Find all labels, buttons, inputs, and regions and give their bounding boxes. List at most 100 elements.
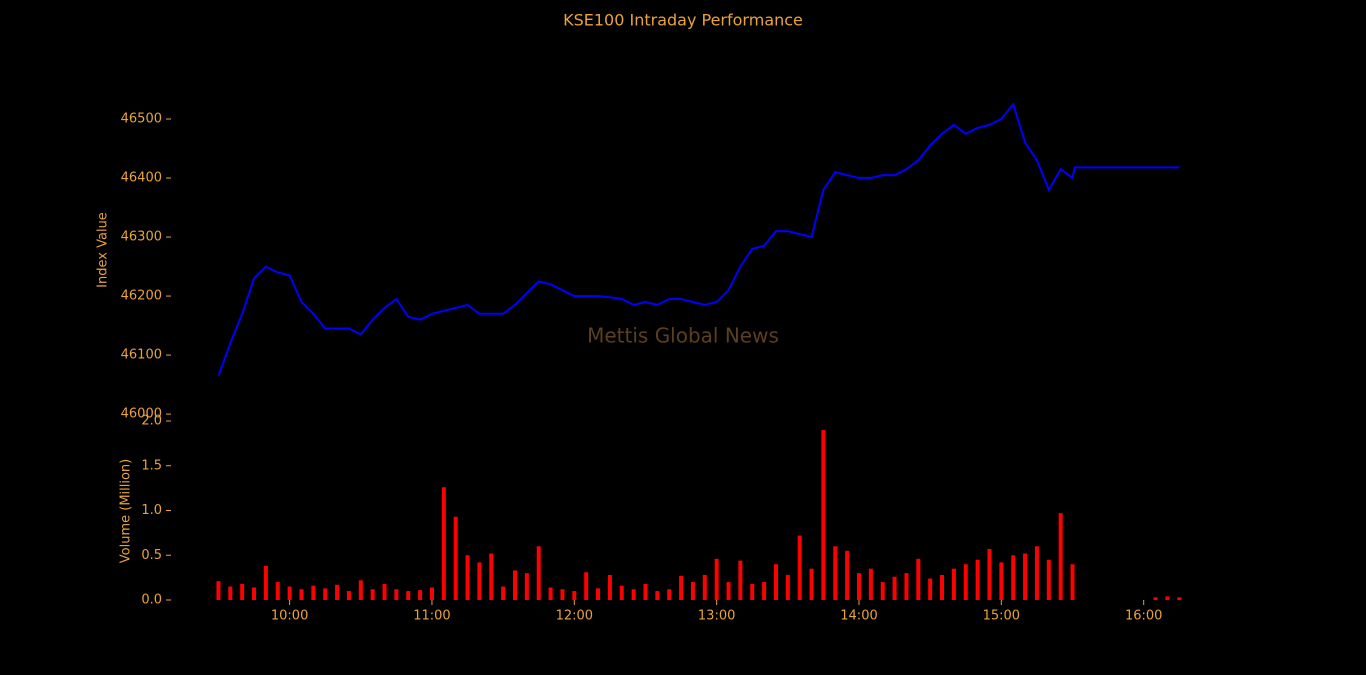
- volume-bar: [287, 586, 292, 600]
- volume-bar: [429, 587, 434, 600]
- volume-bar: [252, 587, 257, 600]
- volume-bar: [1023, 553, 1028, 600]
- x-tick-label: 15:00: [983, 609, 1020, 624]
- volume-bar: [679, 575, 684, 600]
- volume-bar: [928, 578, 933, 600]
- volume-bar: [418, 590, 423, 600]
- watermark: Mettis Global News: [587, 324, 779, 348]
- volume-bar: [346, 591, 351, 600]
- volume-bar: [524, 573, 529, 600]
- y-tick-label: 46000: [121, 407, 162, 422]
- volume-bar: [963, 564, 968, 600]
- volume-bar: [370, 589, 375, 600]
- volume-bar: [299, 589, 304, 600]
- x-tick-label: 11:00: [413, 609, 450, 624]
- volume-bar: [548, 587, 553, 600]
- x-tick-label: 13:00: [698, 609, 735, 624]
- volume-bar: [607, 574, 612, 600]
- volume-bar: [738, 560, 743, 600]
- volume-bar: [951, 568, 956, 600]
- y-tick-label: 1.0: [141, 503, 162, 518]
- volume-bar: [750, 583, 755, 600]
- volume-bar: [702, 574, 707, 600]
- volume-bar: [1165, 596, 1170, 600]
- volume-bar: [1070, 564, 1075, 600]
- volume-bar: [940, 574, 945, 600]
- volume-bar: [323, 588, 328, 600]
- y-tick-label: 46500: [121, 112, 162, 127]
- volume-bar: [513, 570, 517, 600]
- y-axis-label: Index Value: [96, 212, 111, 288]
- y-tick-label: 2.0: [141, 414, 162, 429]
- volume-bar: [358, 580, 363, 600]
- volume-bar: [892, 576, 897, 600]
- volume-bar: [228, 586, 233, 600]
- x-tick-label: 14:00: [840, 609, 877, 624]
- y-tick-label: 46200: [121, 289, 162, 304]
- volume-bar: [975, 559, 980, 600]
- volume-bar: [596, 588, 601, 600]
- volume-bar: [216, 581, 221, 600]
- y-axis-label: Volume (Million): [119, 459, 134, 563]
- volume-bar: [1011, 555, 1016, 600]
- volume-bar: [465, 555, 470, 600]
- y-tick-label: 46300: [121, 230, 162, 245]
- volume-bar: [275, 582, 280, 600]
- volume-bar: [240, 583, 245, 600]
- volume-bar: [335, 584, 340, 600]
- volume-bar: [263, 565, 268, 600]
- volume-bar: [773, 564, 778, 600]
- volume-bar: [643, 583, 648, 600]
- volume-bar: [690, 582, 695, 600]
- volume-bar: [868, 568, 873, 600]
- x-tick-label: 12:00: [556, 609, 593, 624]
- volume-bar: [631, 589, 636, 600]
- x-tick-label: 16:00: [1125, 609, 1162, 624]
- volume-bar: [833, 546, 838, 600]
- volume-bar: [714, 558, 719, 600]
- y-tick-label: 0.0: [141, 593, 162, 608]
- volume-bar: [726, 582, 731, 600]
- volume-bar: [489, 553, 494, 600]
- volume-bar: [584, 572, 589, 600]
- volume-bar: [916, 558, 921, 600]
- x-tick-label: 10:00: [271, 609, 308, 624]
- volume-bar: [536, 546, 541, 600]
- volume-bar: [311, 585, 316, 600]
- volume-bar: [406, 591, 411, 600]
- volume-bar: [667, 589, 672, 600]
- volume-bar: [1046, 559, 1051, 600]
- volume-bar: [880, 582, 885, 600]
- volume-bar: [904, 573, 909, 600]
- volume-bar: [655, 591, 660, 600]
- volume-bar: [1034, 546, 1039, 600]
- volume-bar: [394, 589, 399, 600]
- chart-title: KSE100 Intraday Performance: [563, 11, 803, 30]
- volume-bar: [619, 585, 624, 600]
- volume-bar: [845, 550, 850, 600]
- volume-bar: [477, 562, 482, 600]
- volume-bar: [572, 591, 577, 600]
- index-line: [217, 102, 1180, 377]
- volume-bar: [785, 574, 790, 600]
- volume-bar: [857, 573, 861, 600]
- y-tick-label: 1.5: [141, 458, 162, 473]
- y-tick-label: 46400: [121, 171, 162, 186]
- volume-bar: [1153, 597, 1158, 600]
- volume-bar: [382, 583, 387, 600]
- volume-bar: [501, 586, 506, 600]
- volume-bar: [762, 582, 767, 600]
- volume-bar: [1177, 597, 1182, 600]
- y-tick-label: 0.5: [141, 548, 162, 563]
- volume-bar: [821, 429, 826, 600]
- y-tick-label: 46100: [121, 348, 162, 363]
- volume-bar: [560, 589, 565, 600]
- volume-bar: [1058, 513, 1063, 600]
- volume-bar: [999, 562, 1004, 600]
- volume-bar: [797, 535, 802, 600]
- volume-bar: [453, 516, 458, 600]
- volume-bar: [441, 487, 446, 600]
